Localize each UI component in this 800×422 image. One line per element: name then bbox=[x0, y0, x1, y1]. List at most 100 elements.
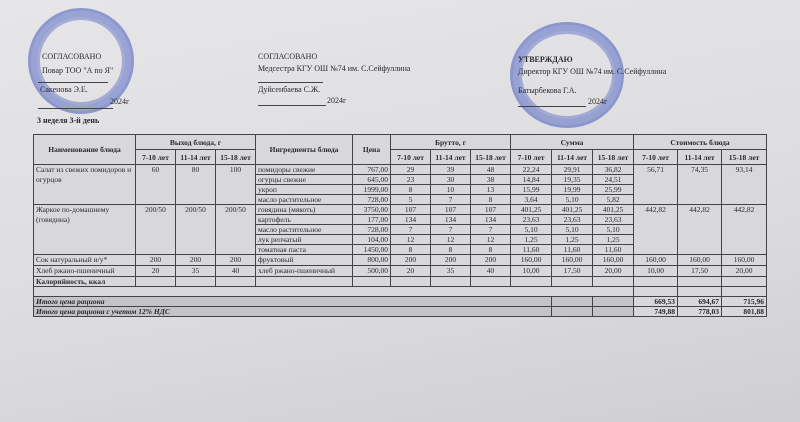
table-row: масло растительное 728,00 7 7 7 5,10 5,10 5,10 bbox=[34, 224, 767, 235]
empty-cell bbox=[390, 276, 432, 287]
ingredient-sum: 17,50 bbox=[551, 265, 594, 277]
dish-cost: 93,14 bbox=[721, 164, 768, 205]
signature-line bbox=[38, 82, 108, 83]
signature-line bbox=[258, 82, 323, 83]
total-vat-row-value: 801,88 bbox=[721, 306, 768, 317]
left-approval-year: 2024г bbox=[110, 97, 130, 106]
ingredient-brutto: 200 bbox=[390, 254, 432, 266]
ingredient-brutto: 12 bbox=[430, 234, 472, 245]
ingredient-brutto: 39 bbox=[430, 164, 472, 175]
empty-cell bbox=[352, 276, 392, 287]
ingredient-sum: 11,60 bbox=[592, 244, 635, 255]
ingredient-sum: 23,63 bbox=[551, 214, 594, 225]
dish-yield: 20 bbox=[135, 265, 176, 277]
dish-name: Жаркое по-домашнему (говядина) bbox=[33, 204, 136, 255]
table-row: Салат из свежих помидоров и огурцов 60 80 1… bbox=[33, 164, 768, 205]
dish-cost: 160,00 bbox=[721, 254, 768, 266]
ingredient-sum: 10,00 bbox=[510, 265, 553, 277]
ingredient-name: лук репчатый bbox=[255, 234, 354, 245]
dish-name: Салат из свежих помидоров и огурцов bbox=[33, 164, 136, 205]
dish-cost: 10,00 bbox=[633, 265, 679, 277]
ingredient-sum: 401,25 bbox=[592, 204, 635, 215]
total-row-value: 694,67 bbox=[677, 296, 723, 307]
ingredient-brutto: 8 bbox=[470, 194, 512, 205]
ingredient-sum: 20,00 bbox=[592, 265, 635, 277]
calories-row: Калорийность, ккал bbox=[33, 276, 768, 287]
total-vat-row-value: 778,03 bbox=[677, 306, 723, 317]
dish-cost: 442,82 bbox=[633, 204, 679, 255]
left-approval-title: СОГЛАСОВАНО bbox=[42, 52, 102, 61]
ingredient-brutto: 35 bbox=[430, 265, 472, 277]
middle-approval-name: Дуйсенбаева С.Ж. bbox=[258, 85, 321, 94]
middle-approval-title: СОГЛАСОВАНО bbox=[258, 52, 318, 61]
empty-cell bbox=[592, 296, 635, 307]
empty-cell bbox=[551, 276, 594, 287]
header-age: 11-14 лет bbox=[430, 149, 472, 165]
ingredient-sum: 1,25 bbox=[510, 234, 553, 245]
ingredient-brutto: 200 bbox=[470, 254, 512, 266]
dish-yield: 200 bbox=[175, 254, 216, 266]
dish-cost: 17,50 bbox=[677, 265, 723, 277]
header-age: 11-14 лет bbox=[175, 149, 216, 165]
ingredient-sum: 11,60 bbox=[510, 244, 553, 255]
ingredient-sum: 19,99 bbox=[551, 184, 594, 195]
header-age-row: 7-10 лет 11-14 лет 15-18 лет 7-10 лет 11-14 … bbox=[34, 149, 768, 165]
header-price: Цена bbox=[352, 134, 392, 165]
empty-cell bbox=[32, 286, 635, 297]
ingredient-brutto: 107 bbox=[390, 204, 432, 215]
header-age: 11-14 лет bbox=[551, 149, 594, 165]
right-approval-title: УТВЕРЖДАЮ bbox=[518, 55, 573, 64]
dish-cost: 442,82 bbox=[677, 204, 723, 255]
header-age: 7-10 лет bbox=[510, 149, 553, 165]
ingredient-sum: 160,00 bbox=[510, 254, 553, 266]
ingredient-price: 500,00 bbox=[352, 265, 392, 277]
ingredient-price: 177,00 bbox=[352, 214, 392, 225]
right-approval-year: 2024г bbox=[588, 97, 608, 106]
empty-cell bbox=[214, 276, 257, 287]
total-row-label: Итого цена рациона bbox=[32, 296, 553, 307]
dish-name: Хлеб ржано-пшеничный bbox=[33, 265, 136, 277]
header-sum: Сумма bbox=[510, 134, 635, 150]
header-age: 15-18 лет bbox=[592, 149, 635, 165]
table-row: Жаркое по-домашнему (говядина) 200/50 200/… bbox=[33, 204, 768, 255]
ingredient-brutto: 13 bbox=[470, 184, 512, 195]
ingredient-name: томатная паста bbox=[255, 244, 354, 255]
dish-yield: 100 bbox=[214, 164, 257, 205]
empty-cell bbox=[551, 306, 594, 317]
right-approval-name: Батырбекова Г.А. bbox=[518, 86, 577, 95]
dish-name: Сок натуральный и/у* bbox=[33, 254, 136, 266]
ingredient-name: хлеб ржано-пшеничный bbox=[255, 265, 354, 277]
ingredient-brutto: 48 bbox=[470, 164, 512, 175]
ingredient-price: 104,00 bbox=[352, 234, 392, 245]
ingredient-brutto: 200 bbox=[430, 254, 472, 266]
ingredient-sum: 23,63 bbox=[592, 214, 635, 225]
empty-cell bbox=[470, 276, 512, 287]
ingredient-brutto: 10 bbox=[430, 184, 472, 195]
ingredient-brutto: 134 bbox=[430, 214, 472, 225]
ingredient-name: фруктовый bbox=[255, 254, 354, 266]
ingredient-brutto: 8 bbox=[430, 244, 472, 255]
dish-cost: 56,71 bbox=[633, 164, 679, 205]
date-line bbox=[258, 105, 326, 106]
header-row: Наименование блюда Выход блюда, г Ингредие… bbox=[33, 134, 768, 165]
empty-cell bbox=[592, 276, 635, 287]
date-line bbox=[38, 108, 113, 109]
ingredient-sum: 1,25 bbox=[551, 234, 594, 245]
ingredient-brutto: 7 bbox=[430, 194, 472, 205]
ingredient-sum: 160,00 bbox=[551, 254, 594, 266]
empty-cell bbox=[633, 276, 679, 287]
table-row: укроп 1999,00 8 10 13 15,99 19,99 25,99 bbox=[34, 184, 767, 195]
dish-yield: 200/50 bbox=[214, 204, 257, 255]
empty-cell bbox=[135, 276, 176, 287]
total-vat-row-value: 749,88 bbox=[633, 306, 679, 317]
table-row: Сок натуральный и/у* 200 200 200 фруктовый 80… bbox=[33, 254, 768, 266]
ingredient-brutto: 20 bbox=[390, 265, 432, 277]
dish-yield: 60 bbox=[135, 164, 176, 205]
empty-cell bbox=[175, 276, 216, 287]
left-approval-name: Сакенова Э.Е. bbox=[40, 85, 88, 94]
header-age: 7-10 лет bbox=[135, 149, 176, 165]
header-age: 15-18 лет bbox=[214, 149, 257, 165]
ingredient-sum: 401,25 bbox=[510, 204, 553, 215]
empty-cell bbox=[551, 296, 594, 307]
dish-yield: 35 bbox=[175, 265, 216, 277]
